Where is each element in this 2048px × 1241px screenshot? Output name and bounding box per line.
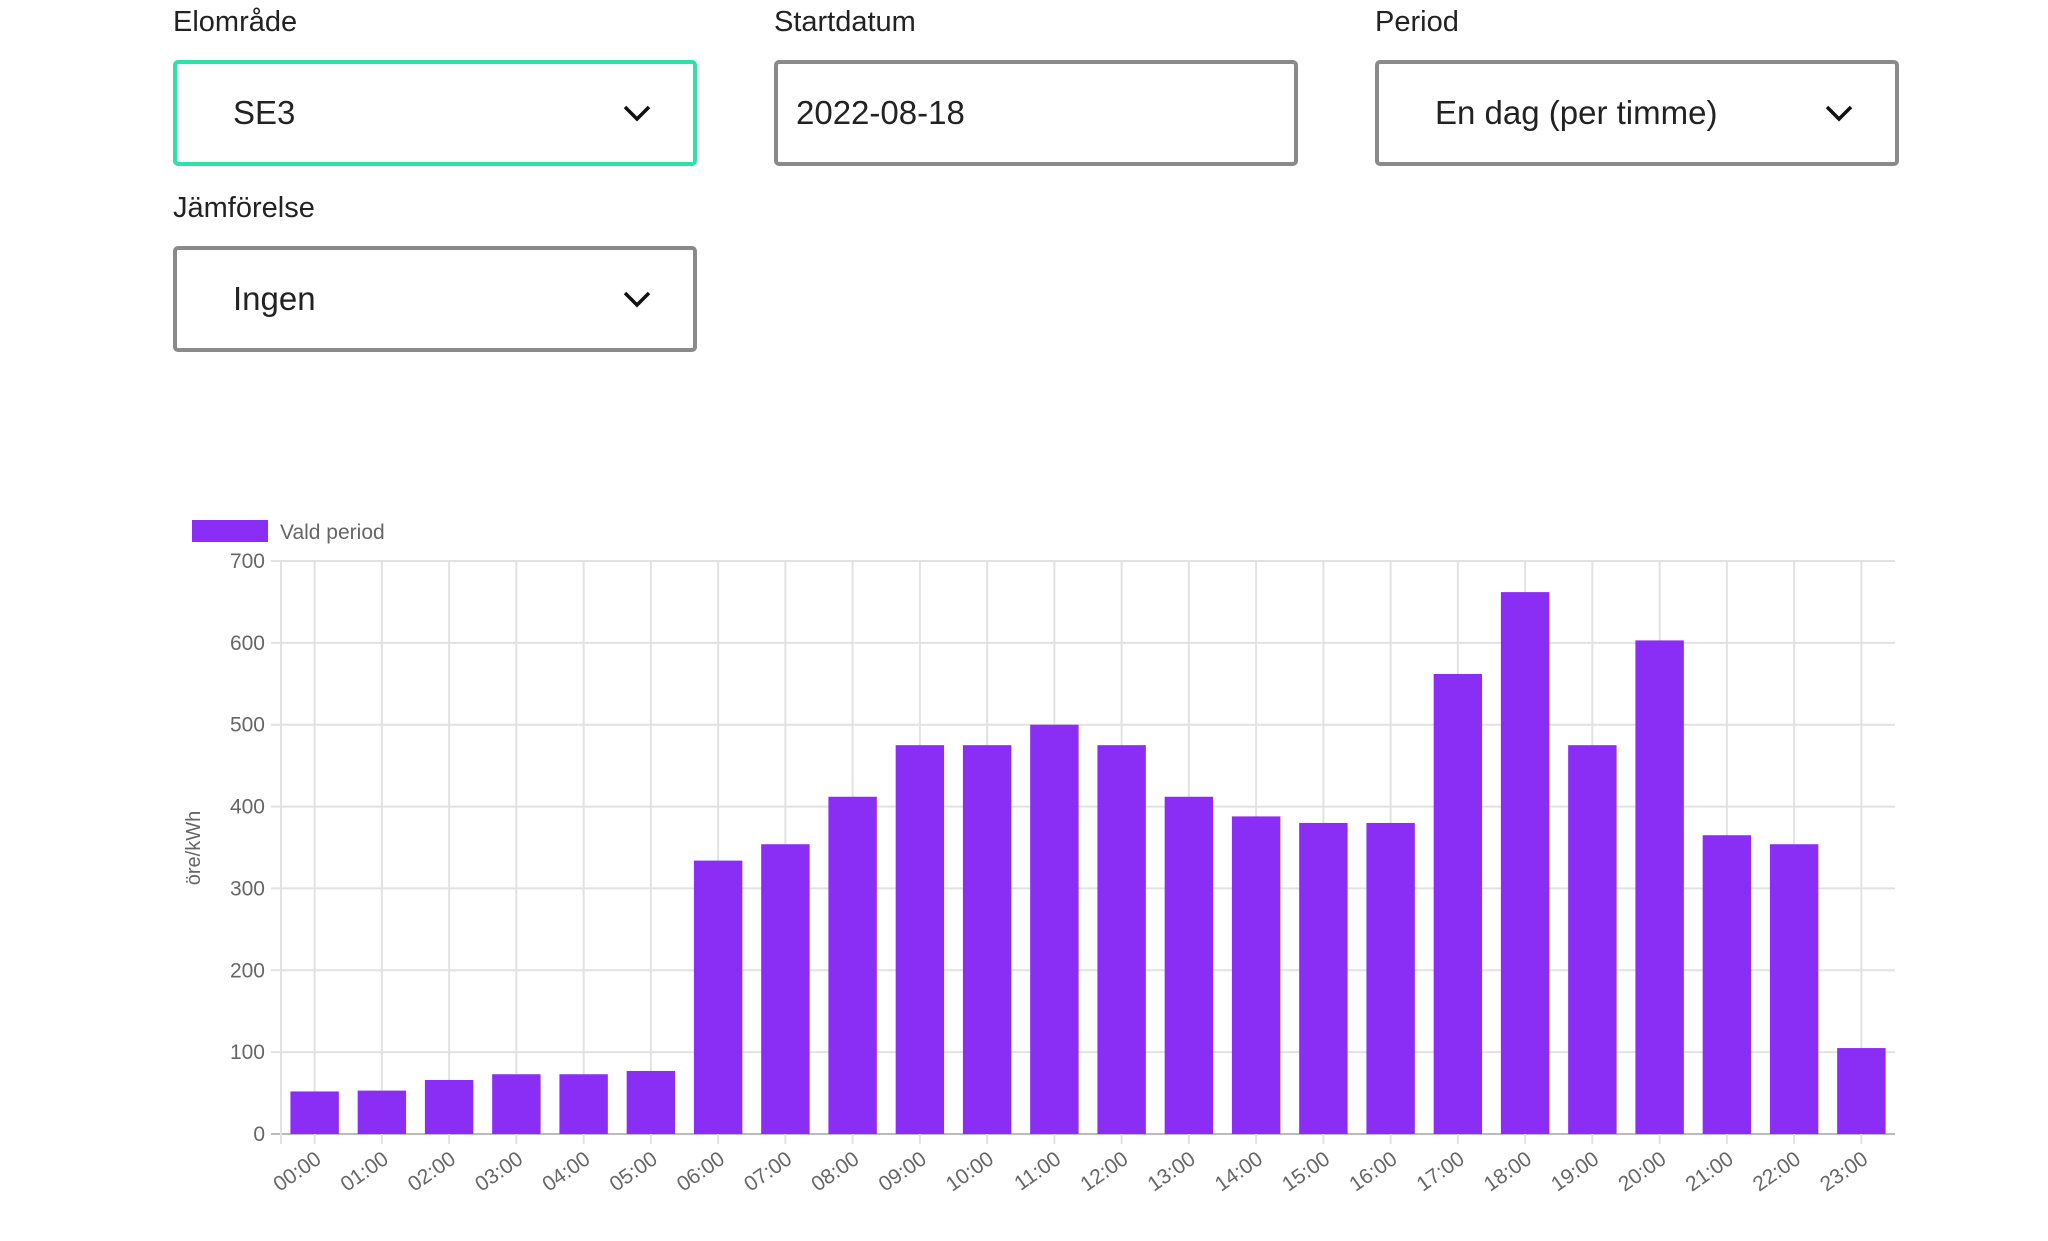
startdatum-label: Startdatum	[774, 6, 916, 38]
x-tick-label: 11:00	[1010, 1147, 1065, 1195]
x-tick-label: 09:00	[874, 1147, 930, 1196]
y-tick-label: 400	[230, 796, 265, 819]
bar-1800[interactable]	[1500, 592, 1550, 1134]
bar-0200[interactable]	[424, 1079, 474, 1134]
bar-0700[interactable]	[761, 844, 810, 1134]
period-select[interactable]: En dag (per timme)	[1375, 60, 1899, 166]
bar-0500[interactable]	[626, 1070, 676, 1134]
startdatum-input[interactable]: 2022-08-18	[774, 60, 1298, 166]
bar-1200[interactable]	[1097, 745, 1146, 1134]
x-tick-label: 19:00	[1547, 1147, 1603, 1196]
bar-2100[interactable]	[1702, 835, 1752, 1134]
bar-1300[interactable]	[1164, 796, 1214, 1134]
y-tick-label: 0	[253, 1123, 265, 1146]
bar-1600[interactable]	[1366, 822, 1415, 1134]
x-tick-label: 13:00	[1143, 1147, 1199, 1196]
x-tick-label: 01:00	[336, 1147, 392, 1196]
period-label: Period	[1375, 6, 1459, 38]
bar-0900[interactable]	[895, 745, 945, 1134]
bar-0400[interactable]	[559, 1074, 608, 1134]
x-tick-label: 23:00	[1816, 1147, 1872, 1196]
price-bar-chart: Vald period öre/kWh 0 100 200 300 400 500 600 7…	[183, 520, 1895, 1196]
y-tick-label: 500	[230, 714, 265, 737]
jamforelse-select[interactable]: Ingen	[173, 246, 697, 352]
bar-1400[interactable]	[1231, 816, 1281, 1134]
x-tick-label: 00:00	[269, 1147, 325, 1196]
bar-2300[interactable]	[1837, 1048, 1886, 1134]
x-tick-label: 03:00	[471, 1147, 527, 1196]
x-tick-label: 10:00	[942, 1147, 998, 1196]
x-tick-label: 02:00	[404, 1147, 460, 1196]
x-tick-label: 14:00	[1211, 1147, 1267, 1196]
x-tick-label: 08:00	[807, 1147, 863, 1196]
bar-2000[interactable]	[1635, 640, 1684, 1134]
chevron-down-icon	[1819, 93, 1859, 133]
x-tick-label: 05:00	[605, 1147, 661, 1196]
x-tick-label: 12:00	[1076, 1147, 1132, 1196]
elomrade-label: Elområde	[173, 6, 298, 38]
x-tick-label: 16:00	[1345, 1147, 1401, 1196]
x-tick-label: 22:00	[1749, 1147, 1805, 1196]
jamforelse-label: Jämförelse	[173, 192, 315, 224]
bar-0600[interactable]	[693, 860, 743, 1134]
x-tick-label: 15:00	[1278, 1147, 1334, 1196]
jamforelse-value: Ingen	[233, 280, 316, 317]
x-tick-label: 04:00	[538, 1147, 594, 1196]
bar-1100[interactable]	[1030, 724, 1079, 1134]
bar-0800[interactable]	[828, 796, 877, 1134]
elomrade-value: SE3	[233, 94, 296, 131]
startdatum-value: 2022-08-18	[796, 94, 965, 131]
elomrade-select[interactable]: SE3	[173, 60, 697, 166]
bar-1500[interactable]	[1299, 822, 1348, 1134]
bar-1700[interactable]	[1433, 673, 1483, 1134]
bar-0300[interactable]	[492, 1074, 541, 1134]
y-tick-label: 300	[230, 877, 265, 900]
y-tick-label: 200	[230, 959, 265, 982]
x-tick-label: 17:00	[1412, 1147, 1468, 1196]
y-tick-label: 700	[230, 550, 265, 573]
x-tick-label: 06:00	[673, 1147, 729, 1196]
legend-label[interactable]: Vald period	[280, 521, 385, 544]
chevron-down-icon	[617, 93, 657, 133]
bar-0100[interactable]	[357, 1090, 407, 1134]
y-axis-label: öre/kWh	[183, 811, 205, 885]
x-tick-label: 20:00	[1614, 1147, 1670, 1196]
y-tick-label: 600	[230, 632, 265, 655]
x-tick-label: 07:00	[740, 1147, 796, 1196]
period-value: En dag (per timme)	[1435, 94, 1718, 131]
bar-0000[interactable]	[290, 1091, 339, 1134]
x-tick-label: 18:00	[1480, 1147, 1536, 1196]
bar-1900[interactable]	[1568, 745, 1617, 1134]
y-tick-label: 100	[230, 1041, 265, 1064]
chevron-down-icon	[617, 279, 657, 319]
bar-2200[interactable]	[1769, 844, 1819, 1134]
bar-1000[interactable]	[962, 745, 1012, 1134]
x-tick-label: 21:00	[1681, 1147, 1737, 1196]
legend-swatch	[192, 520, 268, 542]
